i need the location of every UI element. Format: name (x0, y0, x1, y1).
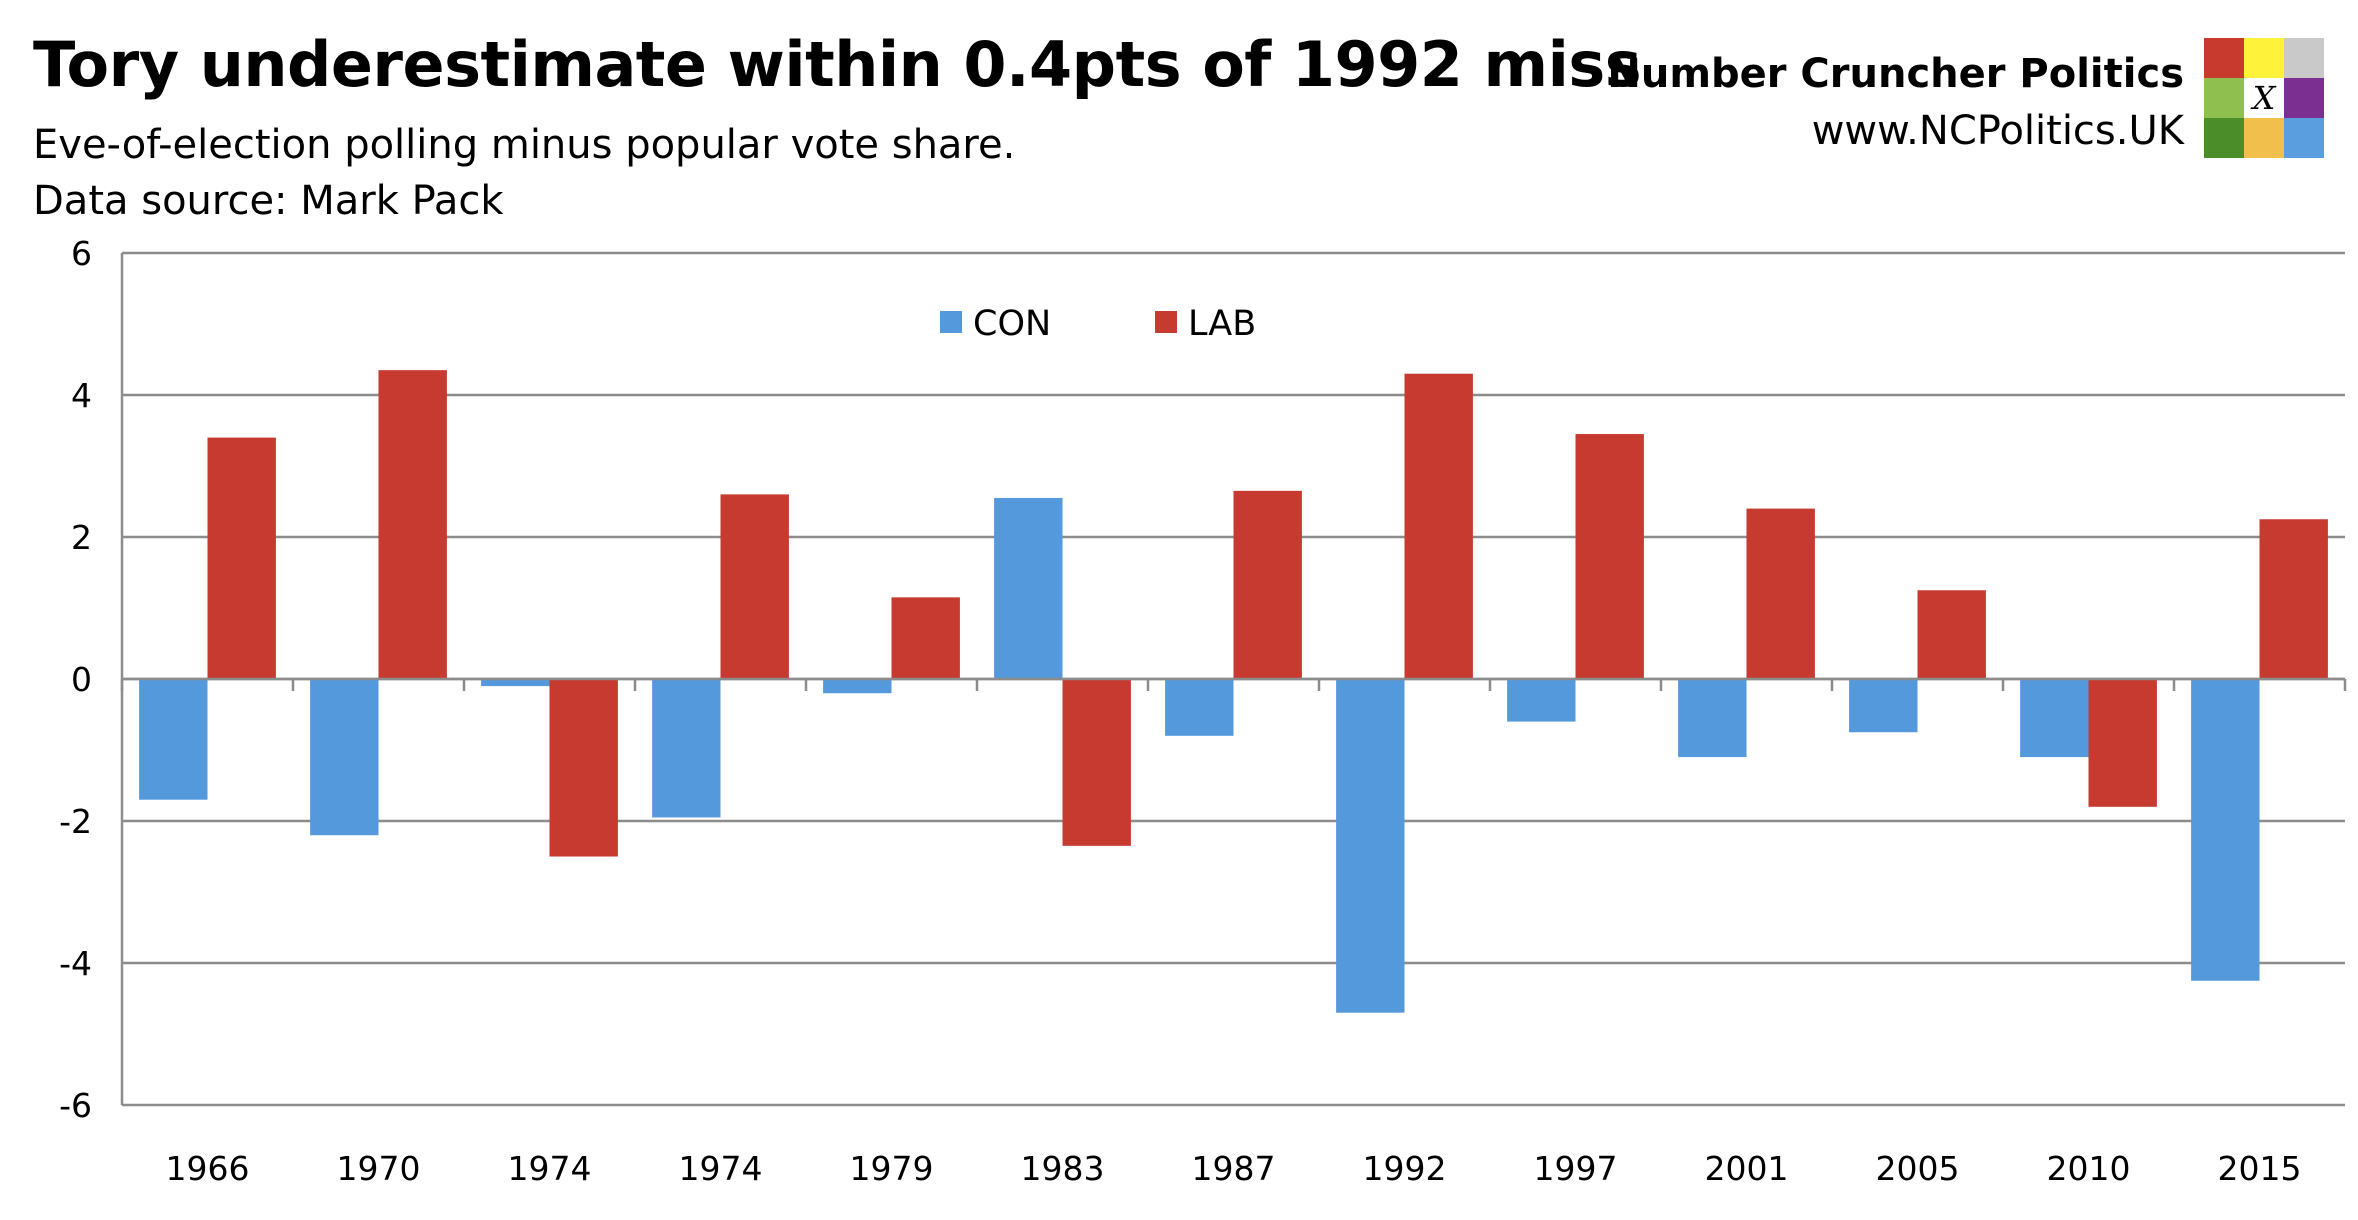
x-tick-label: 2015 (2218, 1149, 2302, 1188)
bar-con-2001 (1678, 679, 1747, 758)
bar-con-1974 (652, 679, 721, 818)
bar-con-1987 (1165, 679, 1234, 736)
y-tick-label: -2 (59, 802, 92, 841)
bar-con-2015 (2191, 679, 2260, 981)
logo-square-purple (2284, 78, 2324, 118)
y-tick-label: -4 (59, 944, 92, 983)
legend-label-lab: LAB (1188, 304, 1256, 344)
bar-con-1997 (1507, 679, 1576, 722)
x-tick-label: 2005 (1876, 1149, 1960, 1188)
logo-square-green (2204, 118, 2244, 158)
bar-lab-1966 (207, 437, 276, 679)
x-axis-labels: 1966 1970 1974 1974 1979 1983 1987 1992 1997 2001… (166, 1149, 2302, 1188)
y-tick-label: -6 (59, 1086, 92, 1125)
x-tick-label: 1983 (1021, 1149, 1105, 1188)
logo-ballot-cross-icon: X (2244, 78, 2284, 118)
chart-subtitle: Eve-of-election polling minus popular vo… (33, 122, 1016, 168)
bar-lab-1970 (378, 370, 447, 679)
bars (139, 370, 2328, 1013)
y-tick-label: 0 (71, 660, 92, 699)
bar-con-2005 (1849, 679, 1918, 733)
logo-square-grey (2284, 38, 2324, 78)
bar-con-1974 (481, 679, 550, 687)
bar-lab-1979 (891, 597, 960, 679)
bar-lab-2010 (2088, 679, 2157, 807)
legend-swatch-lab (1155, 311, 1177, 333)
bar-con-1992 (1336, 679, 1405, 1013)
bar-lab-2005 (1917, 590, 1986, 679)
x-tick-label: 1992 (1363, 1149, 1447, 1188)
x-tick-label: 1997 (1534, 1149, 1618, 1188)
x-tick-label: 1979 (850, 1149, 934, 1188)
bar-lab-1983 (1062, 679, 1131, 846)
brand-block: Number Cruncher Politics www.NCPolitics.… (1607, 46, 2184, 160)
bar-lab-1987 (1233, 490, 1302, 679)
logo-square-orange (2244, 118, 2284, 158)
bar-lab-1997 (1575, 434, 1644, 679)
bar-lab-1974 (720, 494, 789, 679)
bar-con-1970 (310, 679, 379, 836)
bar-lab-2015 (2259, 519, 2328, 679)
x-tick-label: 1970 (337, 1149, 421, 1188)
bar-lab-1992 (1404, 373, 1473, 679)
x-tick-label: 2001 (1705, 1149, 1789, 1188)
chart-title: Tory underestimate within 0.4pts of 1992… (33, 28, 1642, 101)
x-tick-label: 1966 (166, 1149, 250, 1188)
brand-name: Number Cruncher Politics (1607, 51, 2184, 97)
x-tick-label: 1987 (1192, 1149, 1276, 1188)
legend: CON LAB (940, 304, 1256, 344)
y-tick-label: 2 (71, 518, 92, 557)
axes (120, 253, 2347, 1105)
x-tick-label: 1974 (679, 1149, 763, 1188)
bar-con-1983 (994, 497, 1063, 679)
data-source: Data source: Mark Pack (33, 178, 504, 224)
bar-lab-1974 (549, 679, 618, 857)
y-tick-label: 6 (71, 234, 92, 273)
logo-square-light-green (2204, 78, 2244, 118)
y-axis-labels: 6 4 2 0 -2 -4 -6 (59, 234, 92, 1125)
logo-square-red (2204, 38, 2244, 78)
y-tick-label: 4 (71, 376, 92, 415)
x-tick-label: 1974 (508, 1149, 592, 1188)
bar-con-2010 (2020, 679, 2089, 758)
logo-square-blue (2284, 118, 2324, 158)
brand-url: www.NCPolitics.UK (1811, 108, 2184, 154)
bar-con-1966 (139, 679, 208, 800)
bar-con-1979 (823, 679, 892, 694)
legend-label-con: CON (973, 304, 1051, 344)
legend-swatch-con (940, 311, 962, 333)
bar-lab-2001 (1746, 508, 1815, 679)
logo-square-yellow (2244, 38, 2284, 78)
ballot-logo: X (2204, 38, 2324, 158)
x-tick-label: 2010 (2047, 1149, 2131, 1188)
